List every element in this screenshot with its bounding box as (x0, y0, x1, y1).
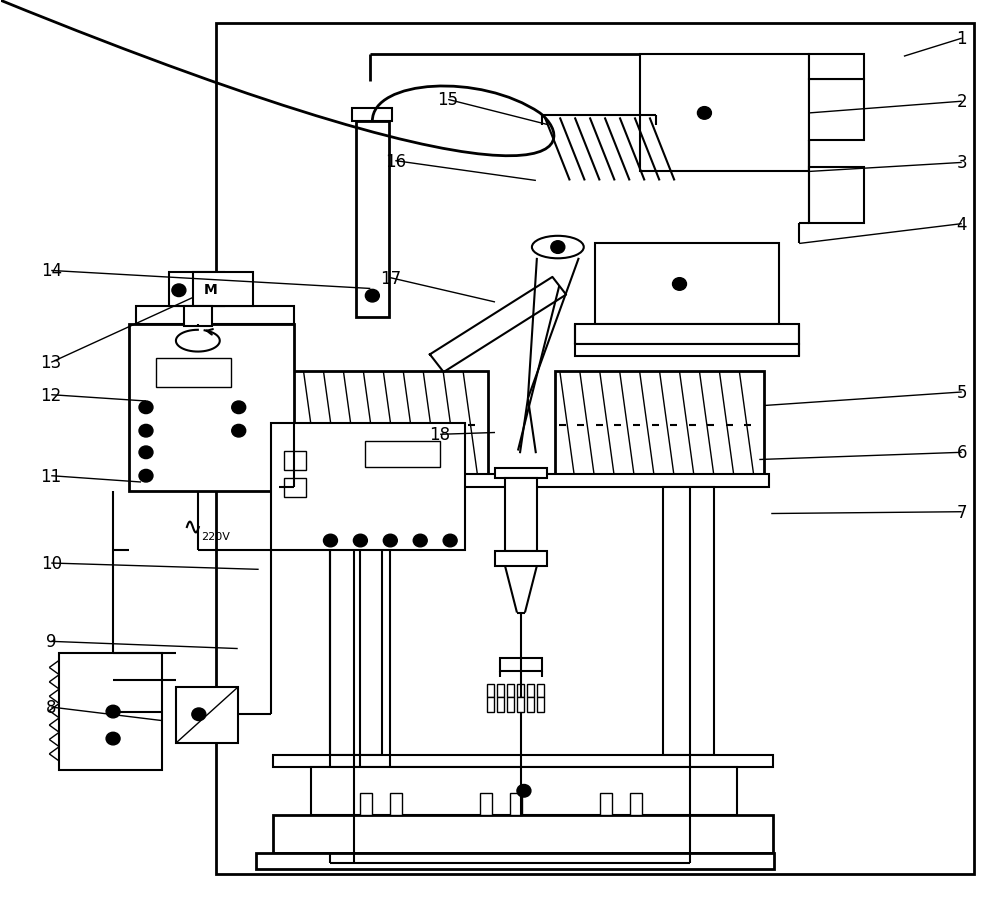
Bar (216, 23, 974, 874)
Bar (176, 687, 238, 743)
Circle shape (139, 446, 153, 459)
Text: 16: 16 (385, 152, 406, 170)
Circle shape (139, 470, 153, 483)
Bar (555, 372, 764, 480)
Text: 5: 5 (956, 383, 967, 401)
Bar (284, 478, 306, 498)
Bar (271, 424, 465, 550)
Bar (390, 793, 402, 815)
Text: 9: 9 (46, 632, 56, 650)
Text: 3: 3 (956, 154, 967, 172)
Bar (663, 487, 714, 755)
Bar (517, 684, 524, 697)
Circle shape (551, 242, 565, 254)
Text: 14: 14 (41, 262, 62, 281)
Bar (507, 684, 514, 697)
Bar (495, 552, 547, 566)
Circle shape (353, 535, 367, 548)
Bar (505, 479, 537, 552)
Text: 13: 13 (41, 354, 62, 372)
Bar (537, 697, 544, 712)
Circle shape (139, 425, 153, 437)
Bar (595, 244, 779, 325)
Text: 15: 15 (438, 91, 459, 109)
Bar (495, 468, 547, 479)
Bar (360, 793, 372, 815)
Text: 12: 12 (41, 386, 62, 404)
Text: 1: 1 (956, 30, 967, 48)
Circle shape (106, 732, 120, 745)
Text: M: M (204, 283, 218, 297)
Circle shape (139, 401, 153, 414)
Bar (487, 684, 494, 697)
Text: 18: 18 (430, 426, 451, 444)
Bar (193, 273, 253, 307)
Circle shape (383, 535, 397, 548)
Circle shape (517, 785, 531, 797)
Bar (256, 853, 774, 870)
Bar (575, 345, 799, 356)
Bar (156, 358, 231, 388)
Circle shape (192, 708, 206, 721)
Bar (273, 815, 773, 853)
Text: 17: 17 (380, 270, 401, 288)
Bar (279, 372, 488, 480)
Text: 220V: 220V (201, 531, 230, 541)
Bar (59, 653, 162, 770)
Bar (311, 768, 737, 815)
Text: 4: 4 (956, 216, 967, 234)
Bar (510, 793, 522, 815)
Bar (575, 325, 799, 345)
Bar (365, 442, 440, 467)
Bar (136, 307, 294, 325)
Text: 7: 7 (956, 503, 967, 521)
Bar (630, 793, 642, 815)
Circle shape (673, 279, 686, 291)
Circle shape (413, 535, 427, 548)
Bar (284, 451, 306, 471)
Bar (276, 474, 769, 487)
Ellipse shape (532, 236, 584, 259)
Text: 11: 11 (41, 467, 62, 485)
Bar (497, 684, 504, 697)
Bar (809, 168, 864, 224)
Bar (809, 79, 864, 141)
Text: 2: 2 (956, 93, 967, 111)
Bar (273, 755, 773, 768)
Bar (640, 55, 809, 172)
Bar (352, 109, 392, 122)
Bar (487, 697, 494, 712)
Bar (527, 697, 534, 712)
Text: 8: 8 (46, 698, 56, 716)
Bar (184, 307, 212, 327)
Bar (480, 793, 492, 815)
Bar (537, 684, 544, 697)
Bar (500, 658, 542, 671)
Bar (809, 55, 864, 79)
Bar (169, 273, 224, 307)
Bar (330, 487, 382, 755)
Circle shape (323, 535, 337, 548)
Circle shape (232, 425, 246, 437)
Circle shape (232, 401, 246, 414)
Bar (600, 793, 612, 815)
Bar (507, 697, 514, 712)
Bar (517, 697, 524, 712)
Circle shape (365, 290, 379, 303)
Bar (497, 697, 504, 712)
Bar (356, 122, 389, 318)
Circle shape (172, 285, 186, 298)
Circle shape (106, 705, 120, 718)
Text: 6: 6 (956, 444, 967, 462)
Text: 10: 10 (41, 555, 62, 573)
Bar (527, 684, 534, 697)
Circle shape (697, 107, 711, 120)
Circle shape (443, 535, 457, 548)
Bar (129, 325, 294, 492)
